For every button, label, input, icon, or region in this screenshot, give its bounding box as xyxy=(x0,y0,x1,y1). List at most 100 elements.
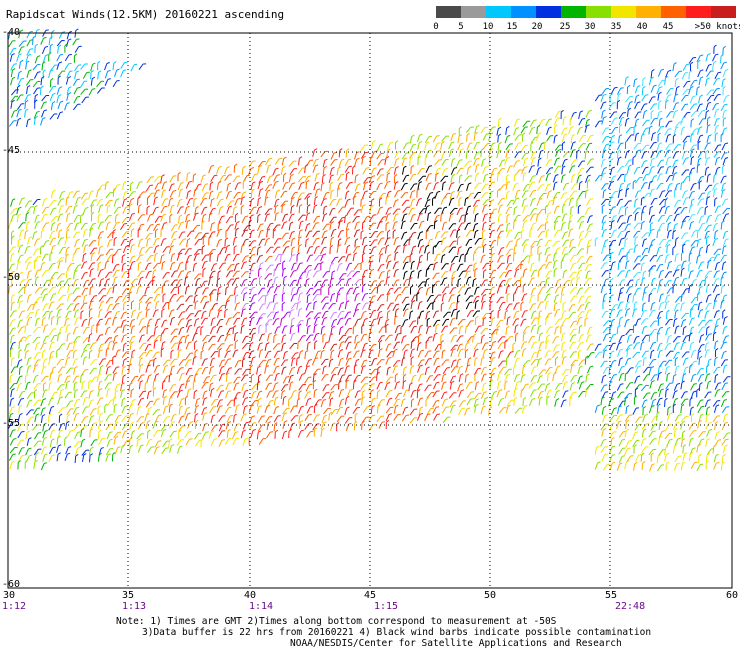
wind-barb-flag xyxy=(476,199,480,202)
wind-barb-flag xyxy=(481,334,486,337)
wind-barb xyxy=(680,232,686,240)
wind-barb xyxy=(217,272,219,280)
wind-barb-flag xyxy=(411,260,415,264)
wind-barb-flag xyxy=(219,228,223,231)
wind-barb-flag xyxy=(715,183,719,185)
wind-barb-flag xyxy=(620,142,624,145)
wind-barb xyxy=(505,143,511,151)
wind-barb xyxy=(200,175,204,183)
wind-barb-flag xyxy=(43,342,47,345)
wind-barb-flag xyxy=(235,331,239,335)
wind-barb-flag xyxy=(578,174,582,177)
wind-barb xyxy=(256,255,261,263)
wind-barb-flag xyxy=(100,231,104,233)
wind-barb xyxy=(697,199,702,206)
wind-barb xyxy=(90,253,93,261)
wind-barb-flag xyxy=(66,317,70,320)
wind-barb xyxy=(306,295,309,303)
wind-barb-flag xyxy=(649,292,653,296)
wind-barb-flag xyxy=(697,229,701,232)
wind-barb-flag xyxy=(428,149,432,152)
wind-barb xyxy=(552,175,556,183)
wind-barb-flag xyxy=(326,341,330,344)
wind-barb xyxy=(626,335,630,344)
wind-barb xyxy=(224,334,229,342)
wind-barb xyxy=(17,296,21,304)
wind-barb-flag xyxy=(77,196,81,199)
legend-swatch xyxy=(711,6,736,18)
wind-barb-flag xyxy=(324,317,328,319)
wind-barb xyxy=(369,214,374,222)
wind-barb xyxy=(403,272,406,280)
wind-barb xyxy=(369,310,374,318)
wind-barb xyxy=(416,343,420,351)
wind-barb xyxy=(585,310,590,318)
wind-barb-flag xyxy=(558,286,562,288)
wind-barb-flag xyxy=(426,277,430,281)
wind-barb xyxy=(713,326,717,334)
wind-barb-flag xyxy=(76,247,80,250)
wind-barb xyxy=(537,302,542,309)
wind-barb xyxy=(521,167,525,175)
wind-barb-flag xyxy=(610,294,614,297)
wind-barb xyxy=(624,119,628,127)
wind-barb-flag xyxy=(253,293,257,296)
wind-barb-flag xyxy=(291,196,295,200)
wind-barb xyxy=(586,158,592,166)
wind-barb-flag xyxy=(611,308,616,311)
wind-barb-flag xyxy=(348,341,352,344)
wind-barb xyxy=(553,254,555,262)
wind-barb xyxy=(603,320,609,327)
wind-barb-flag xyxy=(124,270,128,273)
wind-barb xyxy=(225,288,227,296)
wind-barb-flag xyxy=(659,326,664,329)
wind-barb xyxy=(137,206,140,214)
wind-barb xyxy=(577,304,582,312)
wind-barb-flag xyxy=(218,286,222,289)
wind-barb-flag xyxy=(89,333,93,336)
wind-barb xyxy=(57,286,62,294)
wind-barb-flag xyxy=(306,278,310,281)
wind-barb xyxy=(240,287,245,295)
wind-barb xyxy=(216,294,219,302)
wind-barb xyxy=(296,302,299,310)
wind-barb-flag xyxy=(353,195,357,199)
wind-barb-flag xyxy=(531,181,536,184)
wind-barb xyxy=(16,94,21,102)
wind-barb xyxy=(266,311,272,318)
wind-barb-flag xyxy=(147,301,152,304)
wind-barb-flag xyxy=(428,211,432,215)
wind-barb xyxy=(65,325,68,333)
wind-barb xyxy=(345,182,351,190)
wind-barb-flag xyxy=(507,134,511,137)
wind-barb-flag xyxy=(291,213,295,216)
wind-barb-flag xyxy=(627,182,631,186)
wind-barb-flag xyxy=(612,261,616,264)
wind-barb-flag xyxy=(51,29,55,33)
wind-barb xyxy=(8,40,13,48)
wind-barb xyxy=(98,247,101,255)
wind-barb-flag xyxy=(524,310,528,312)
wind-barb-flag xyxy=(109,340,113,343)
wind-barb xyxy=(480,127,486,134)
wind-barb-flag xyxy=(571,304,576,306)
wind-barb-flag xyxy=(37,221,41,223)
wind-barb xyxy=(320,184,323,192)
wind-barb xyxy=(712,78,718,86)
wind-barb xyxy=(338,206,344,213)
wind-barb xyxy=(34,56,38,64)
wind-barb xyxy=(233,264,237,272)
wind-barb xyxy=(34,310,38,318)
wind-barb-flag xyxy=(158,182,162,184)
wind-barb-flag xyxy=(563,116,567,119)
wind-barb-flag xyxy=(657,332,661,336)
wind-barb xyxy=(658,223,663,231)
wind-barb-flag xyxy=(390,287,394,290)
wind-barb xyxy=(242,343,248,350)
wind-barb xyxy=(649,320,655,327)
wind-barb-flag xyxy=(722,182,727,185)
wind-barb xyxy=(418,246,422,254)
wind-barb xyxy=(400,183,406,191)
wind-barb-flag xyxy=(379,221,383,223)
wind-barb-flag xyxy=(426,267,430,271)
